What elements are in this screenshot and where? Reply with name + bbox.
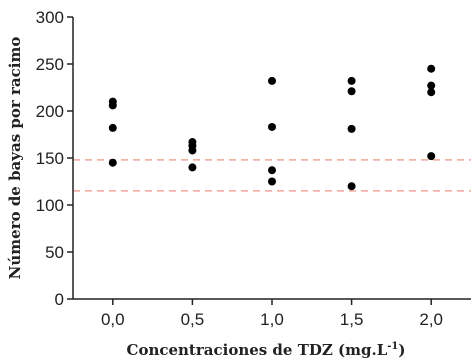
y-axis-ticks: 0 50 100 150 200 250 300 [36,8,73,309]
x-axis-ticks: 0,0 0,5 1,0 1,5 2,0 [101,299,443,329]
reference-lines [73,159,471,192]
y-tick-label: 150 [36,149,64,168]
data-point [268,76,276,85]
data-point [268,177,276,186]
x-axis-title-end: ) [398,341,405,359]
data-point [347,87,356,96]
y-tick-label: 250 [36,55,64,74]
y-tick-label: 100 [36,196,64,215]
data-point [427,152,436,161]
data-point [268,122,276,131]
x-tick-label: 2,0 [419,310,443,329]
x-tick-label: 0,5 [181,310,205,329]
data-point [427,88,436,97]
y-tick-label: 200 [36,102,64,121]
data-point [427,81,436,90]
y-tick-label: 300 [36,8,64,27]
y-tick-label: 50 [45,243,64,262]
data-point [347,124,356,133]
data-points [108,64,436,191]
data-point [108,158,117,167]
data-point [268,166,276,175]
x-tick-label: 1,0 [260,310,284,329]
x-axis-title-text: Concentraciones de TDZ (mg.L [127,341,388,359]
data-point [347,182,356,191]
axes [72,17,471,300]
x-axis-title: Concentraciones de TDZ (mg.L-1) [127,341,406,359]
data-point [188,163,197,172]
data-point [188,146,197,155]
data-point [108,123,117,132]
data-point [347,76,356,85]
y-axis-title: Número de bayas por racimo [6,37,24,280]
x-tick-label: 0,0 [101,310,125,329]
x-tick-label: 1,5 [340,310,364,329]
y-tick-label: 0 [55,290,64,309]
x-axis-title-superscript: -1 [387,341,398,352]
data-point [108,101,117,110]
data-point [427,64,436,73]
